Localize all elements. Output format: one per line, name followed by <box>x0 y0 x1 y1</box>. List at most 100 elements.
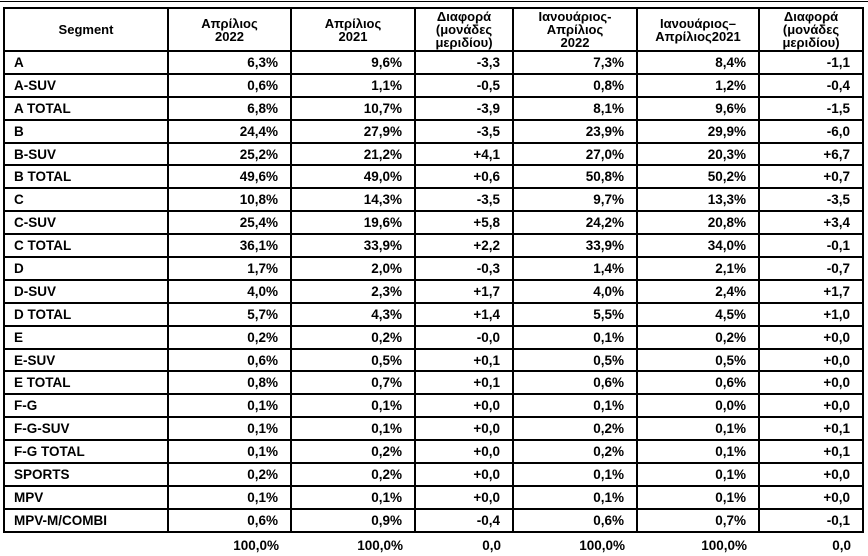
table-row: C 10,8% 14,3% -3,5 9,7% 13,3% -3,5 <box>3 187 864 213</box>
value-cell: -0,1 <box>758 233 864 259</box>
segment-cell: F-G-SUV <box>3 416 169 442</box>
value-cell: 0,5% <box>636 347 760 373</box>
value-cell: -6,0 <box>758 118 864 144</box>
value-cell: -0,0 <box>414 324 514 350</box>
value-cell: 1,2% <box>636 72 760 98</box>
value-cell: +2,2 <box>414 233 514 259</box>
col-header-jan-apr-2022: Ιανουάριος- Απρίλιος 2022 <box>512 7 638 52</box>
value-cell: 0,6% <box>167 347 292 373</box>
segment-cell: SPORTS <box>3 462 169 487</box>
value-cell: 4,3% <box>290 301 416 327</box>
value-cell: 9,7% <box>512 187 638 213</box>
table-row: A-SUV 0,6% 1,1% -0,5 0,8% 1,2% -0,4 <box>3 72 864 98</box>
value-cell: 49,0% <box>290 164 416 190</box>
totals-empty-cell <box>4 532 168 556</box>
header-row: Segment Απρίλιος 2022 Απρίλιος 2021 Διαφ… <box>3 7 864 52</box>
value-cell: 0,1% <box>167 416 292 442</box>
value-cell: -1,1 <box>758 50 864 75</box>
value-cell: 0,6% <box>636 370 760 396</box>
value-cell: +3,4 <box>758 210 864 236</box>
table-header: Segment Απρίλιος 2022 Απρίλιος 2021 Διαφ… <box>3 7 864 52</box>
value-cell: +0,6 <box>414 164 514 190</box>
totals-value-cell: 0,0 <box>482 538 501 554</box>
table-row: MPV 0,1% 0,1% +0,0 0,1% 0,1% +0,0 <box>3 484 864 510</box>
value-cell: +0,0 <box>758 462 864 487</box>
value-cell: +0,0 <box>414 393 514 419</box>
table-row: E-SUV 0,6% 0,5% +0,1 0,5% 0,5% +0,0 <box>3 347 864 373</box>
segment-cell: D-SUV <box>3 278 169 304</box>
totals-row: 100,0% 100,0% 0,0 100,0% 100,0% 0,0 <box>4 532 863 556</box>
value-cell: +0,0 <box>758 393 864 419</box>
table-row: E TOTAL 0,8% 0,7% +0,1 0,6% 0,6% +0,0 <box>3 370 864 396</box>
value-cell: 2,1% <box>636 256 760 281</box>
value-cell: 36,1% <box>167 233 292 259</box>
value-cell: 1,7% <box>167 256 292 281</box>
col-header-apr-2022: Απρίλιος 2022 <box>167 7 292 52</box>
value-cell: 0,6% <box>167 507 292 533</box>
value-cell: 50,2% <box>636 164 760 190</box>
value-cell: -0,4 <box>414 507 514 533</box>
value-cell: -3,3 <box>414 50 514 75</box>
table-row: D TOTAL 5,7% 4,3% +1,4 5,5% 4,5% +1,0 <box>3 301 864 327</box>
segment-cell: C-SUV <box>3 210 169 236</box>
value-cell: 0,1% <box>636 484 760 510</box>
table-row: MPV-M/COMBI 0,6% 0,9% -0,4 0,6% 0,7% -0,1 <box>3 507 864 533</box>
value-cell: +6,7 <box>758 141 864 167</box>
table-row: F-G TOTAL 0,1% 0,2% +0,0 0,2% 0,1% +0,1 <box>3 439 864 465</box>
table-body: A 6,3% 9,6% -3,3 7,3% 8,4% -1,1 A-SUV 0,6% 1,1% -0… <box>3 50 864 556</box>
value-cell: +0,1 <box>414 347 514 373</box>
segment-cell: MPV-M/COMBI <box>3 507 169 533</box>
value-cell: 0,2% <box>167 324 292 350</box>
value-cell: +0,0 <box>414 439 514 465</box>
totals-value-cell: 100,0% <box>579 538 625 554</box>
segment-share-table: Segment Απρίλιος 2022 Απρίλιος 2021 Διαφ… <box>3 7 864 556</box>
value-cell: +0,0 <box>414 462 514 487</box>
value-cell: +4,1 <box>414 141 514 167</box>
totals-value-cell: 0,0 <box>832 538 851 554</box>
value-cell: +0,0 <box>758 324 864 350</box>
segment-cell: D TOTAL <box>3 301 169 327</box>
segment-cell: B TOTAL <box>3 164 169 190</box>
totals-value-cell: 100,0% <box>701 538 747 554</box>
value-cell: +0,0 <box>414 484 514 510</box>
value-cell: 33,9% <box>512 233 638 259</box>
value-cell: 21,2% <box>290 141 416 167</box>
value-cell: 0,1% <box>636 462 760 487</box>
value-cell: 4,0% <box>512 278 638 304</box>
value-cell: -0,1 <box>758 507 864 533</box>
table-row: B-SUV 25,2% 21,2% +4,1 27,0% 20,3% +6,7 <box>3 141 864 167</box>
value-cell: -3,5 <box>758 187 864 213</box>
value-cell: 0,1% <box>290 416 416 442</box>
segment-cell: F-G TOTAL <box>3 439 169 465</box>
value-cell: 29,9% <box>636 118 760 144</box>
value-cell: 0,1% <box>290 393 416 419</box>
value-cell: +5,8 <box>414 210 514 236</box>
value-cell: 0,5% <box>290 347 416 373</box>
value-cell: 1,4% <box>512 256 638 281</box>
value-cell: 5,7% <box>167 301 292 327</box>
col-header-jan-apr-2021: Ιανουάριος– Απρίλιος2021 <box>636 7 760 52</box>
segment-cell: E TOTAL <box>3 370 169 396</box>
col-header-apr-2021: Απρίλιος 2021 <box>290 7 416 52</box>
value-cell: 6,3% <box>167 50 292 75</box>
value-cell: 0,2% <box>290 324 416 350</box>
value-cell: 24,4% <box>167 118 292 144</box>
value-cell: 9,6% <box>290 50 416 75</box>
table-row: B 24,4% 27,9% -3,5 23,9% 29,9% -6,0 <box>3 118 864 144</box>
segment-cell: C <box>3 187 169 213</box>
value-cell: 0,1% <box>512 484 638 510</box>
value-cell: 0,2% <box>636 324 760 350</box>
value-cell: 6,8% <box>167 95 292 121</box>
table-row: F-G-SUV 0,1% 0,1% +0,0 0,2% 0,1% +0,1 <box>3 416 864 442</box>
value-cell: 20,8% <box>636 210 760 236</box>
value-cell: 2,4% <box>636 278 760 304</box>
value-cell: 0,2% <box>512 439 638 465</box>
value-cell: 0,1% <box>167 393 292 419</box>
value-cell: 0,2% <box>167 462 292 487</box>
value-cell: -3,5 <box>414 187 514 213</box>
totals-value-cell: 100,0% <box>233 538 279 554</box>
value-cell: 20,3% <box>636 141 760 167</box>
value-cell: 8,1% <box>512 95 638 121</box>
value-cell: 25,2% <box>167 141 292 167</box>
col-header-diff-apr: Διαφορά (μονάδες μεριδίου) <box>414 7 514 52</box>
